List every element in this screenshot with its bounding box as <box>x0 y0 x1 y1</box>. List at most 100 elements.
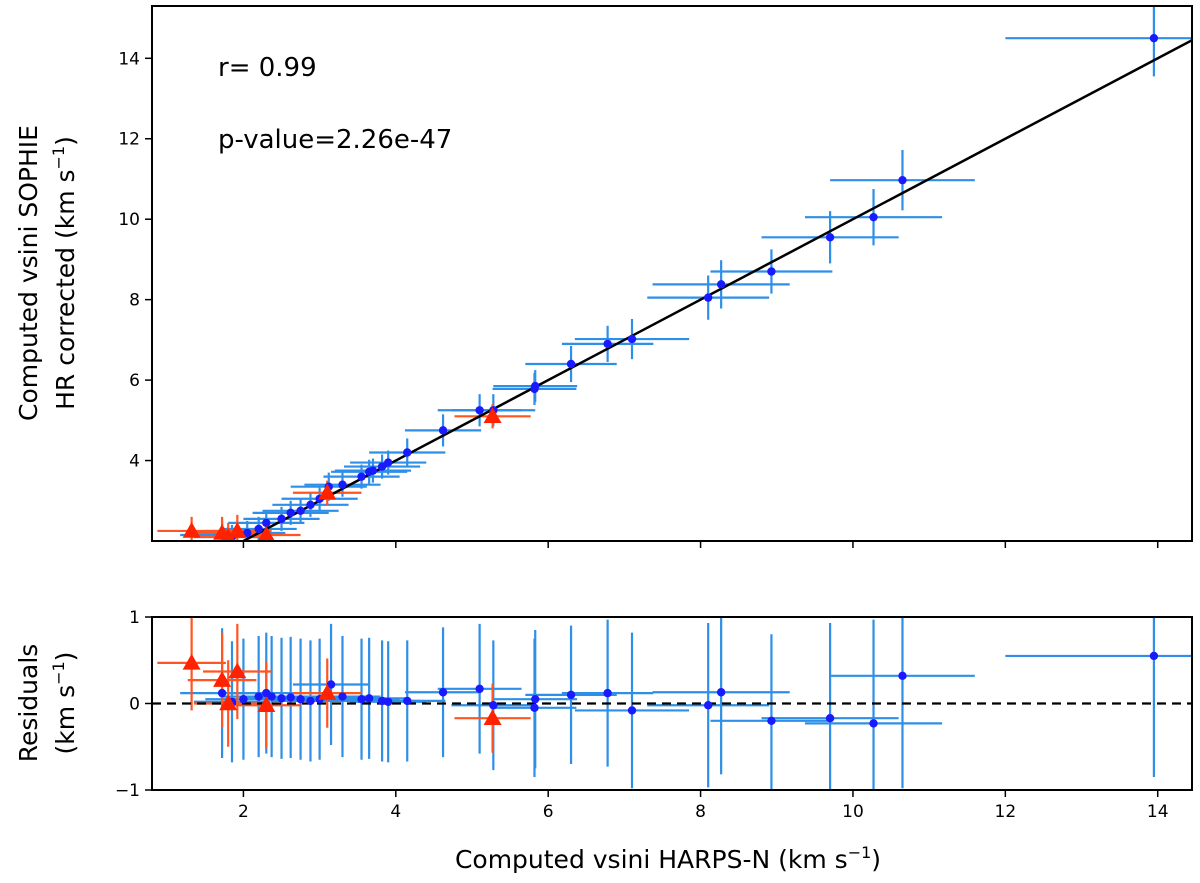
bottom-y-tick-label-2: 1 <box>129 608 140 628</box>
top-y-axis-label-line2: HR corrected (km s−1) <box>49 136 80 410</box>
data-point-flagged-1 <box>213 671 232 687</box>
data-point-star-24 <box>603 688 612 698</box>
data-point-star-26 <box>703 701 713 710</box>
data-point-star-8 <box>296 694 305 704</box>
data-point-star-12 <box>338 692 347 701</box>
data-point-star-6 <box>286 508 295 518</box>
top-y-axis-label-line1: Computed vsini SOPHIE <box>14 125 43 421</box>
bottom-y-axis-label-line1: Residuals <box>14 644 43 763</box>
bottom-plot-area <box>152 617 1192 790</box>
bottom-y-tick-label-0: −1 <box>115 781 140 801</box>
error-bar-star-32 <box>1005 617 1192 778</box>
data-point-star-17 <box>403 696 412 706</box>
bottom-axes: 2 4 6 8 10 12 14 −1 0 1 <box>115 608 1169 822</box>
data-point-flagged-4 <box>257 696 276 712</box>
data-point-star-25 <box>627 706 637 715</box>
data-point-star-2 <box>239 694 248 704</box>
x-tick-label-2: 2 <box>238 802 249 822</box>
data-point-star-28 <box>767 267 776 276</box>
data-point-star-17 <box>403 448 412 457</box>
data-point-star-5 <box>267 692 276 701</box>
correlation-annotation: r= 0.99 <box>218 53 317 83</box>
data-point-star-18 <box>438 426 448 435</box>
top-y-tick-label-4: 12 <box>118 130 140 150</box>
data-point-star-22 <box>531 381 540 391</box>
data-point-flagged-6 <box>483 407 502 424</box>
data-point-star-23 <box>566 690 576 700</box>
data-point-flagged-5 <box>318 483 337 500</box>
data-point-star-3 <box>254 524 263 534</box>
data-point-star-16 <box>383 458 393 467</box>
bottom-panel: 2 4 6 8 10 12 14 −1 0 1 Residuals (km s−1) Comput… <box>14 608 1193 874</box>
data-point-star-0 <box>217 688 227 698</box>
data-point-star-25 <box>627 334 637 344</box>
x-tick-label-4: 4 <box>390 802 401 822</box>
data-point-star-19 <box>475 406 484 415</box>
data-point-star-4 <box>262 518 271 528</box>
data-point-star-9 <box>306 696 315 706</box>
data-point-star-14 <box>364 694 374 703</box>
data-point-star-32 <box>1149 651 1159 661</box>
top-plot-area <box>157 6 1192 541</box>
data-point-star-20 <box>489 701 498 710</box>
data-point-star-21 <box>530 703 539 713</box>
data-point-star-27 <box>716 280 726 289</box>
data-point-flagged-0 <box>182 653 201 670</box>
data-point-star-12 <box>357 472 366 481</box>
x-tick-label-6: 6 <box>543 802 554 822</box>
data-point-star-16 <box>383 697 393 706</box>
data-point-flagged-5 <box>318 684 337 700</box>
data-point-star-30 <box>869 212 878 222</box>
data-point-star-7 <box>286 693 295 702</box>
data-point-flagged-6 <box>483 709 502 725</box>
top-y-tick-label-0: 4 <box>129 452 140 472</box>
data-point-star-22 <box>531 694 540 704</box>
data-point-star-28 <box>767 716 776 725</box>
data-point-star-8 <box>306 500 315 509</box>
data-point-star-27 <box>716 688 726 697</box>
data-point-star-7 <box>296 506 305 516</box>
top-y-tick-label-3: 10 <box>118 210 140 230</box>
data-point-star-19 <box>475 684 484 693</box>
data-point-flagged-2 <box>220 527 236 541</box>
error-bar-star-32 <box>1005 6 1192 77</box>
data-point-flagged-3 <box>228 662 247 679</box>
data-point-flagged-2 <box>219 694 238 711</box>
data-point-star-24 <box>603 339 612 349</box>
x-tick-label-8: 8 <box>695 802 706 822</box>
x-tick-label-14: 14 <box>1147 802 1169 822</box>
top-axes: 4 6 8 10 12 14 <box>118 49 1159 548</box>
data-point-flagged-4 <box>257 525 275 541</box>
data-point-star-3 <box>254 692 263 701</box>
data-point-star-14 <box>368 466 378 475</box>
x-tick-label-10: 10 <box>842 802 864 822</box>
data-point-flagged-3 <box>228 521 247 538</box>
top-y-tick-label-2: 8 <box>129 291 140 311</box>
p-value-annotation: p-value=2.26e-47 <box>218 125 452 155</box>
data-point-star-11 <box>326 680 336 689</box>
data-point-star-18 <box>438 688 448 697</box>
bottom-y-tick-label-1: 0 <box>129 695 140 715</box>
data-point-star-29 <box>825 233 835 242</box>
top-panel: 4 6 8 10 12 14 r= 0.99 p-value=2.26e-47 Compu… <box>14 5 1193 548</box>
bottom-y-axis-label-line2: (km s−1) <box>49 652 80 755</box>
top-axes-frame <box>151 5 1193 542</box>
data-point-star-15 <box>377 462 387 471</box>
data-point-star-30 <box>869 719 878 728</box>
data-point-star-2 <box>243 528 252 538</box>
data-point-star-31 <box>898 175 907 185</box>
data-point-star-26 <box>703 293 713 302</box>
data-point-flagged-0 <box>182 521 201 538</box>
data-point-star-13 <box>357 694 366 704</box>
data-point-star-5 <box>277 514 286 524</box>
top-y-tick-label-5: 14 <box>118 49 140 69</box>
data-point-star-31 <box>898 671 907 681</box>
data-point-star-23 <box>566 359 576 369</box>
top-y-tick-label-1: 6 <box>129 371 140 391</box>
data-point-star-29 <box>825 714 835 723</box>
x-tick-label-12: 12 <box>995 802 1017 822</box>
data-point-star-11 <box>338 480 347 489</box>
data-point-star-6 <box>277 694 286 703</box>
x-axis-label: Computed vsini HARPS-N (km s−1) <box>455 843 881 874</box>
